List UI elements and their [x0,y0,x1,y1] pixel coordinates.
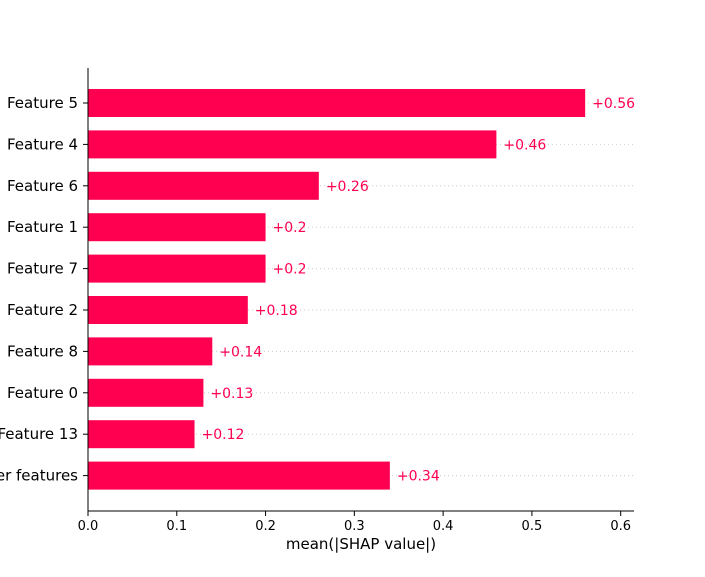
bar-sum-of-5-other-features [88,461,390,490]
x-tick-label: 0.2 [255,519,276,534]
value-label: +0.2 [273,220,307,236]
bars [88,89,586,490]
grid-lines [88,102,634,477]
category-label: Feature 6 [7,177,78,195]
x-tick-label: 0.4 [433,519,454,534]
bar-feature-13 [88,420,195,449]
category-label: Feature 8 [7,342,78,360]
bar-feature-2 [88,296,248,324]
x-axis-title: mean(|SHAP value|) [286,535,436,553]
x-tick-label: 0.5 [522,519,543,534]
bar-feature-7 [88,254,266,283]
category-label: Sum of 5 other features [0,467,78,485]
category-label: Feature 13 [0,425,78,443]
x-tick-label: 0.1 [166,519,187,534]
x-tick-label: 0.6 [610,519,631,534]
bar-feature-4 [88,130,497,159]
value-label: +0.13 [210,386,253,402]
value-label: +0.12 [202,427,245,443]
category-label: Feature 7 [7,260,78,278]
value-label: +0.14 [219,344,262,360]
value-label: +0.46 [503,137,546,153]
category-label: Feature 0 [7,384,78,402]
category-label: Feature 4 [7,135,78,153]
bar-feature-1 [88,213,266,242]
value-label: +0.56 [592,96,635,112]
x-tick-label: 0.3 [344,519,365,534]
bar-feature-8 [88,337,213,366]
bar-feature-0 [88,378,204,407]
category-label: Feature 1 [7,218,78,236]
value-label: +0.18 [255,303,298,319]
value-label: +0.26 [326,179,369,195]
category-label: Feature 2 [7,301,78,319]
axes: 0.0 0.1 0.2 0.3 0.4 0.5 0.6 [78,68,634,534]
value-labels: +0.56 +0.46 +0.26 +0.2 +0.2 +0.18 +0.14 +0.13 +0… [202,96,636,485]
category-labels: Feature 5 Feature 4 Feature 6 Feature 1 Feat… [0,94,78,485]
bar-feature-6 [88,171,319,200]
value-label: +0.2 [273,262,307,278]
value-label: +0.34 [397,469,440,485]
x-tick-label: 0.0 [78,519,99,534]
category-label: Feature 5 [7,94,78,112]
bar-feature-5 [88,89,586,117]
